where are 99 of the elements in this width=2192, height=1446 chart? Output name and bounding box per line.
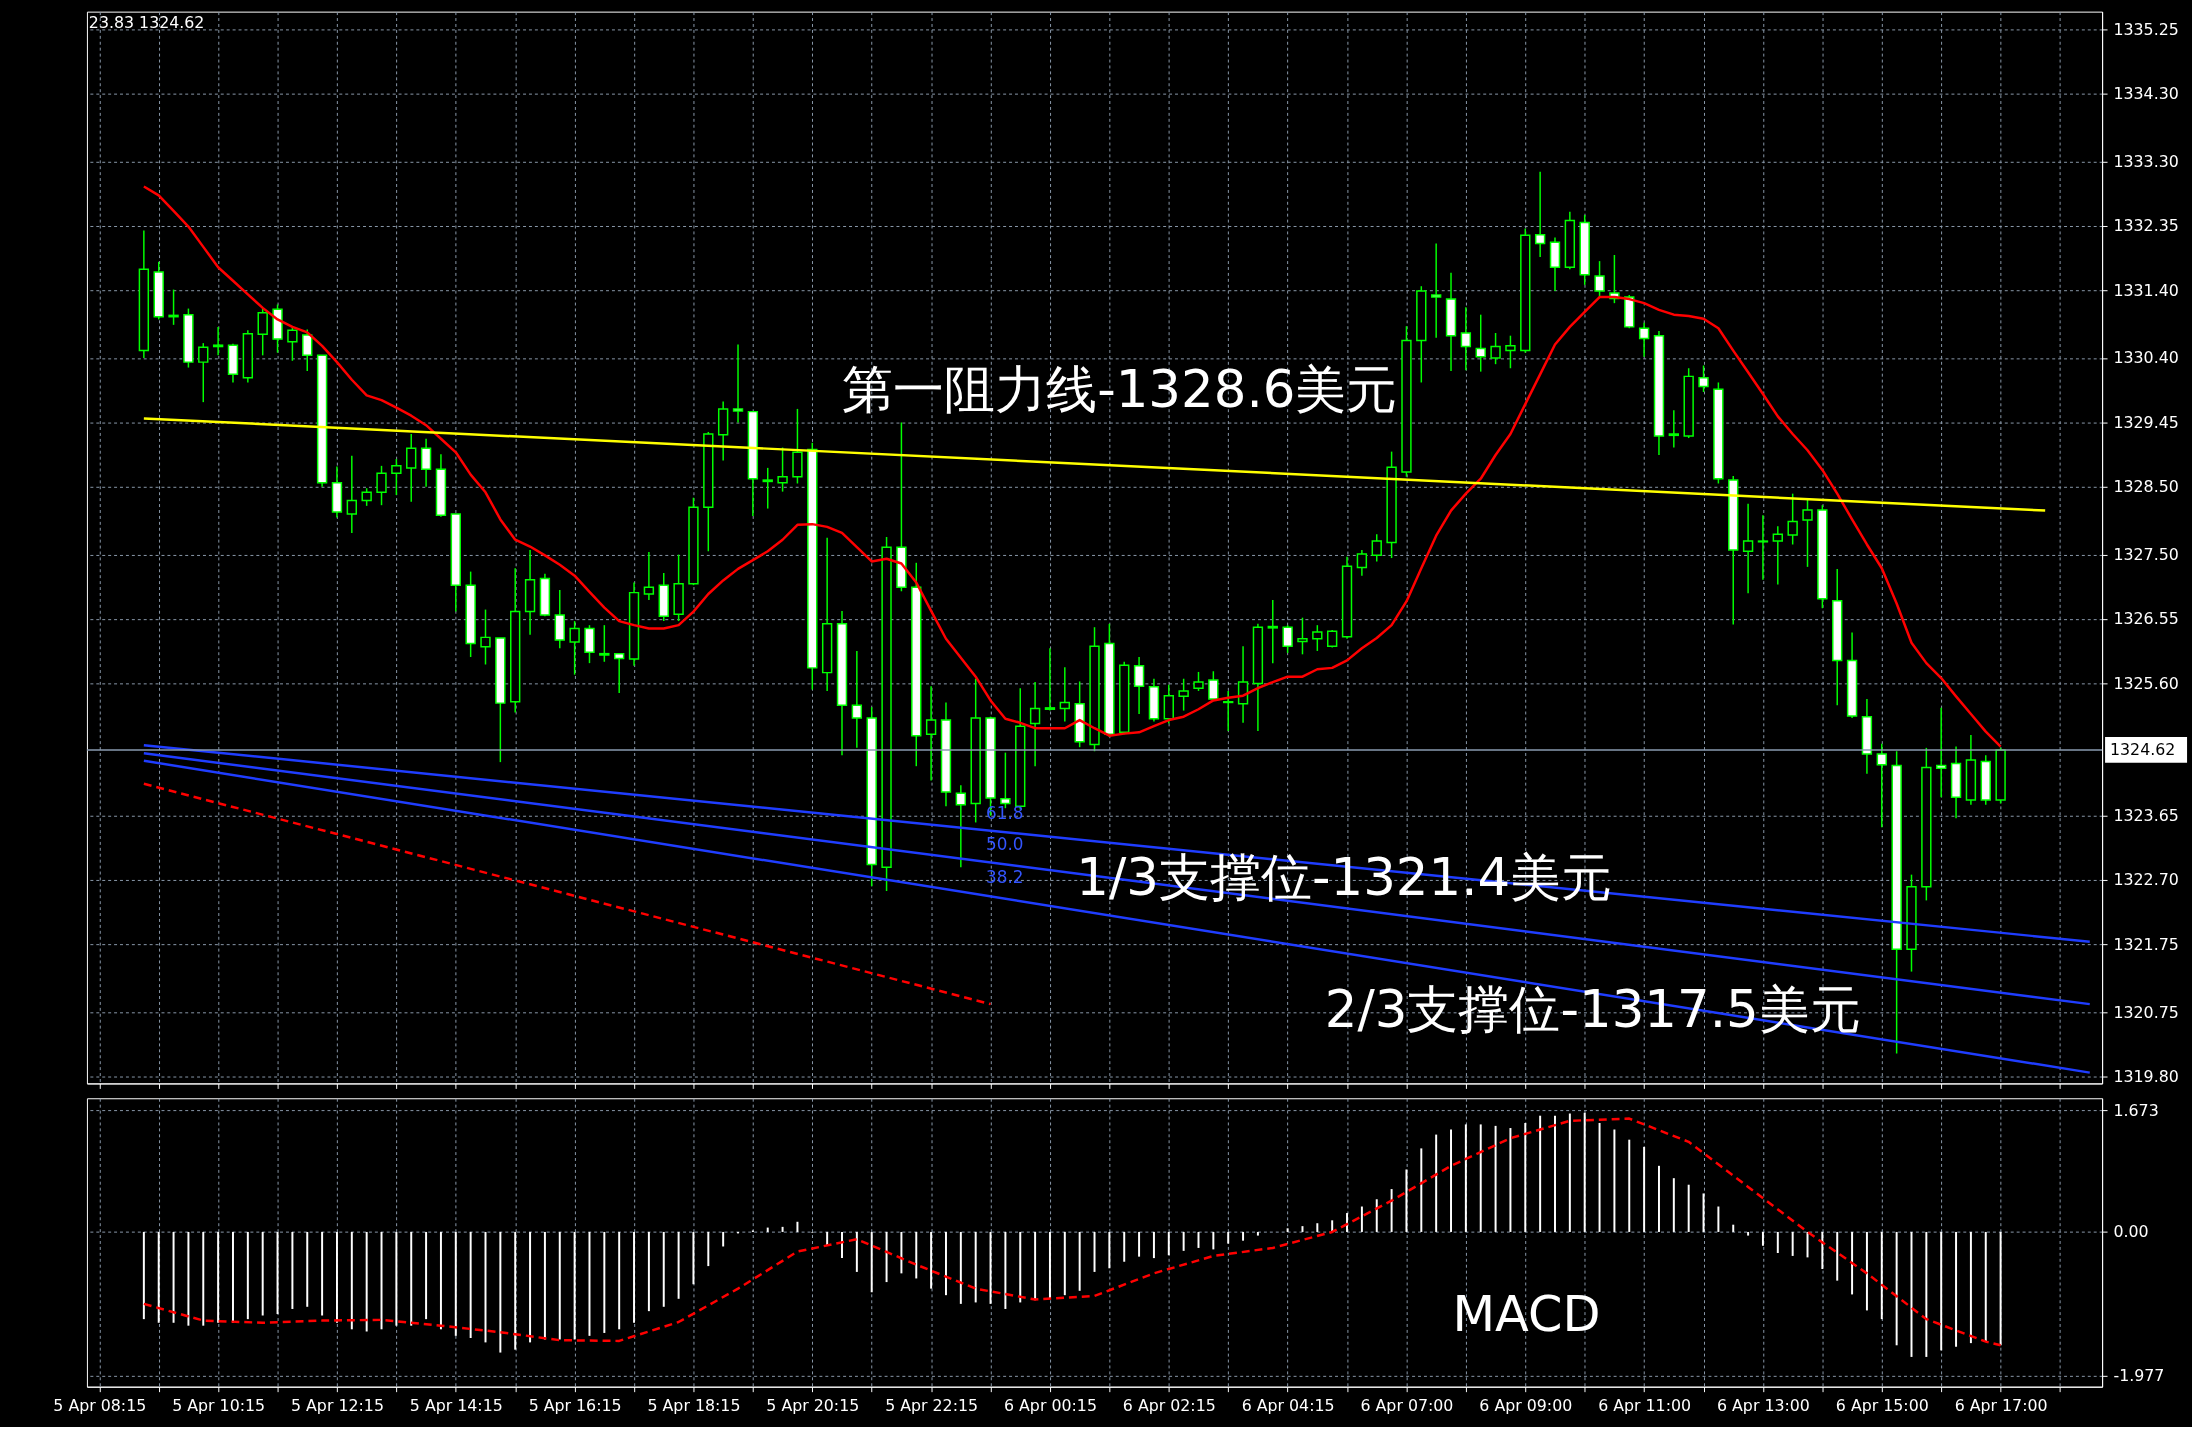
candlestick xyxy=(1757,514,1769,581)
y-tick-label: -1.977 xyxy=(2113,1366,2165,1386)
candlestick xyxy=(420,438,432,488)
x-tick-label: 5 Apr 14:15 xyxy=(409,1395,503,1415)
candlestick xyxy=(762,467,773,510)
candlestick xyxy=(1490,332,1501,365)
candlestick xyxy=(1312,624,1323,652)
candlestick xyxy=(569,620,580,676)
x-tick-label: 6 Apr 09:00 xyxy=(1479,1395,1573,1415)
candlestick xyxy=(480,608,491,666)
candlestick xyxy=(1534,170,1546,258)
line-series xyxy=(142,185,2002,748)
line-series xyxy=(142,1117,2002,1347)
y-tick-label: 1325.60 xyxy=(2113,673,2179,693)
x-tick-label: 5 Apr 08:15 xyxy=(53,1395,147,1415)
candlestick xyxy=(1475,313,1486,373)
y-tick-label: 1319.80 xyxy=(2113,1067,2179,1087)
candlestick xyxy=(1297,616,1308,656)
y-tick-label: 1.673 xyxy=(2113,1100,2159,1120)
y-tick-label: 1335.25 xyxy=(2113,19,2179,39)
annotation: 61.8 xyxy=(986,802,1024,823)
candlestick xyxy=(1668,409,1680,449)
candlestick xyxy=(732,343,744,424)
y-tick-label: 1333.30 xyxy=(2113,151,2179,171)
candlestick xyxy=(1460,306,1472,372)
candlestick xyxy=(851,650,863,749)
x-tick-label: 5 Apr 16:15 xyxy=(528,1395,622,1415)
annotation: MACD xyxy=(1452,1285,1601,1344)
candlestick xyxy=(1772,525,1783,586)
candlestick xyxy=(1029,681,1041,767)
candlestick xyxy=(406,433,417,503)
candlestick xyxy=(1237,645,1249,724)
candlestick xyxy=(1787,492,1798,546)
y-tick-label: 1332.35 xyxy=(2113,216,2179,236)
candlestick xyxy=(1059,666,1070,723)
candlestick xyxy=(302,328,313,372)
y-tick-label: 1322.70 xyxy=(2113,870,2179,890)
ref-line-label: 1324.62 xyxy=(2110,739,2176,759)
x-tick-label: 6 Apr 13:00 xyxy=(1716,1395,1810,1415)
y-tick-label: 1329.45 xyxy=(2113,412,2179,432)
candlestick xyxy=(1371,533,1382,563)
candlestick xyxy=(1936,707,1947,799)
candlestick xyxy=(1133,656,1145,715)
x-tick-label: 6 Apr 04:15 xyxy=(1241,1395,1335,1415)
candlestick xyxy=(955,784,967,868)
candlestick xyxy=(1193,671,1204,692)
candlestick xyxy=(198,342,209,403)
annotation: 第一阻力线-1328.6美元 xyxy=(842,358,1398,419)
x-tick-label: 5 Apr 10:15 xyxy=(172,1395,266,1415)
x-tick-label: 6 Apr 07:00 xyxy=(1360,1395,1454,1415)
y-tick-label: 1320.75 xyxy=(2113,1002,2179,1022)
annotation: 38.2 xyxy=(986,866,1024,887)
candlestick xyxy=(614,652,625,694)
candlestick xyxy=(1802,499,1813,568)
y-tick-label: 1330.40 xyxy=(2113,348,2179,368)
x-tick-label: 5 Apr 20:15 xyxy=(766,1395,860,1415)
candlestick xyxy=(1742,503,1754,595)
y-tick-label: 1326.55 xyxy=(2113,609,2179,629)
candlestick xyxy=(1282,624,1293,654)
candlestick xyxy=(643,551,655,601)
y-tick-label: 1331.40 xyxy=(2113,280,2179,300)
x-tick-label: 6 Apr 11:00 xyxy=(1598,1395,1692,1415)
y-tick-label: 0.00 xyxy=(2113,1222,2149,1242)
candlestick xyxy=(584,624,595,664)
y-tick-label: 1321.75 xyxy=(2113,934,2179,954)
candlestick xyxy=(1178,677,1189,712)
candlestick xyxy=(257,307,268,357)
annotation: 23.83 1324.62 xyxy=(88,13,205,33)
x-tick-label: 5 Apr 18:15 xyxy=(647,1395,741,1415)
x-tick-label: 6 Apr 00:15 xyxy=(1003,1395,1097,1415)
y-tick-label: 1328.50 xyxy=(2113,477,2179,497)
annotation: 50.0 xyxy=(986,834,1024,855)
candlestick xyxy=(1698,364,1709,393)
y-tick-label: 1334.30 xyxy=(2113,84,2179,104)
candlestick xyxy=(1044,647,1056,712)
candlestick xyxy=(1208,670,1219,702)
candlestick xyxy=(1505,334,1516,369)
candlestick xyxy=(346,454,357,534)
candlestick xyxy=(599,624,610,663)
candlestick xyxy=(1594,260,1605,298)
x-tick-label: 5 Apr 12:15 xyxy=(290,1395,384,1415)
x-tick-label: 6 Apr 02:15 xyxy=(1122,1395,1216,1415)
x-tick-label: 6 Apr 15:00 xyxy=(1835,1395,1929,1415)
candlestick xyxy=(1638,322,1650,358)
x-tick-label: 5 Apr 22:15 xyxy=(885,1395,979,1415)
candlestick xyxy=(391,458,402,496)
candlestick xyxy=(1430,242,1442,339)
candlestick xyxy=(212,326,224,357)
candlestick xyxy=(287,326,298,362)
candlestick xyxy=(1267,599,1278,664)
y-tick-label: 1323.65 xyxy=(2113,806,2179,826)
candlestick xyxy=(1163,684,1174,725)
candlestick xyxy=(1223,690,1234,732)
candlestick xyxy=(376,465,387,506)
x-tick-label: 6 Apr 17:00 xyxy=(1954,1395,2048,1415)
y-tick-label: 1327.50 xyxy=(2113,545,2179,565)
candlestick xyxy=(925,685,937,782)
candlestick xyxy=(1356,549,1368,577)
candlestick xyxy=(1876,743,1887,828)
